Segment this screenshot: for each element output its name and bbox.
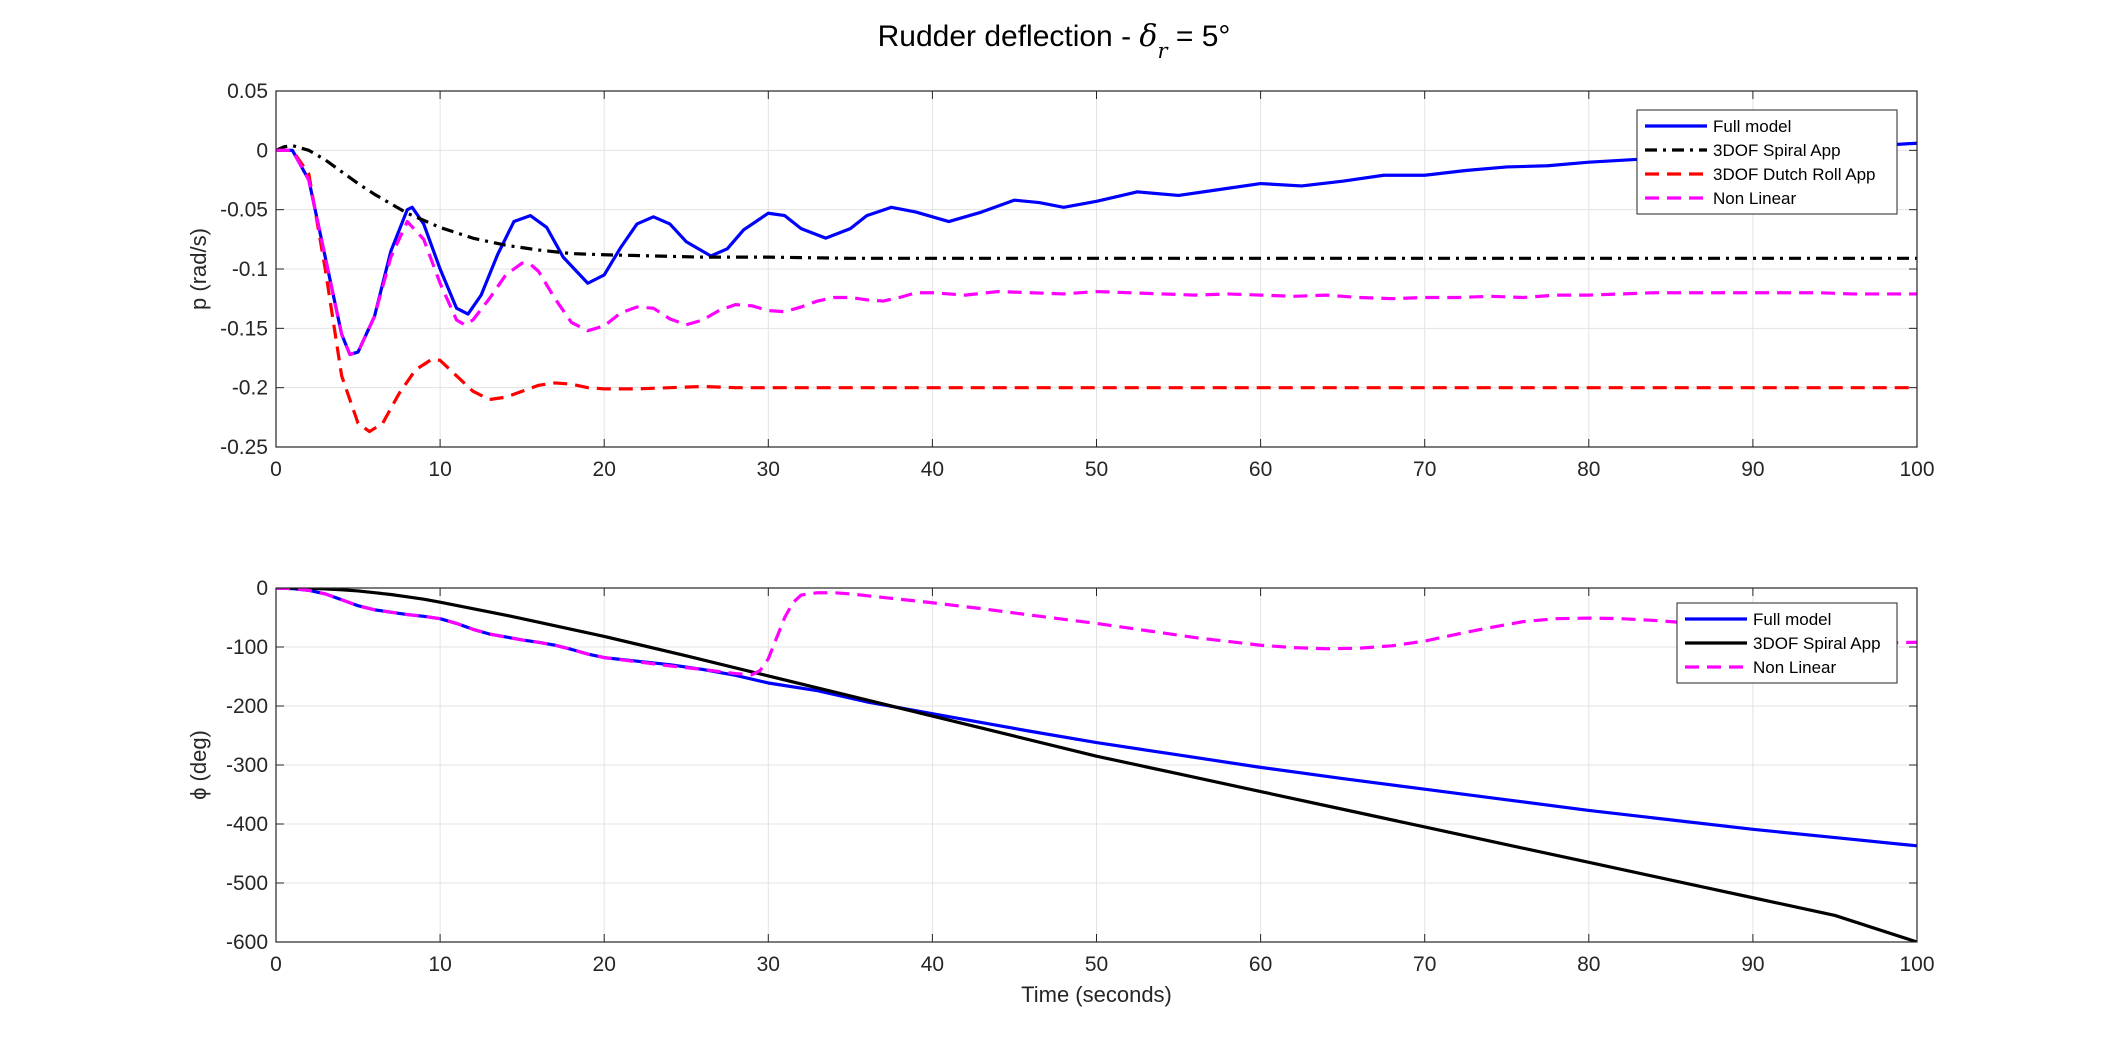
figure-title: Rudder deflection - δr = 5° — [878, 19, 1231, 63]
subplot-1-axes-box — [275, 90, 1918, 448]
subplot-1-series-group — [276, 141, 1917, 434]
subplot-1-x-tick-label: 50 — [1085, 458, 1108, 481]
subplot-2-y-tick-label: -300 — [226, 754, 268, 777]
subplot-1-y-tick-label: -0.25 — [220, 436, 268, 459]
subplot-1-x-tick-label: 20 — [593, 458, 616, 481]
subplot-1-legend: Full model 3DOF Spiral App 3DOF Dutch Roll… — [1636, 109, 1898, 215]
subplot-2-x-tick-label: 90 — [1741, 953, 1764, 976]
subplot-2-y-tick-label: -500 — [226, 872, 268, 895]
subplot-2-series-3dof-spiral-app — [276, 588, 1917, 942]
subplot-2-y-tick-label: -600 — [226, 931, 268, 954]
roll-rate-subplot: 0 10 20 30 40 50 60 70 80 90 100 0.05 0 -0.05 -0.1 -0.1… — [186, 80, 1935, 481]
subplot-2-y-tick-label: -100 — [226, 636, 268, 659]
subplot-1-y-tick-label: 0.05 — [227, 80, 268, 103]
subplot-1-y-tick-label: -0.05 — [220, 199, 268, 222]
subplot-2-legend-label-full-model: Full model — [1753, 610, 1831, 629]
subplot-2-y-axis-label: ϕ (deg) — [186, 730, 211, 800]
subplot-2-y-tick-label: -400 — [226, 813, 268, 836]
subplot-2-y-tick-label: -200 — [226, 695, 268, 718]
subplot-2-x-tick-label: 100 — [1899, 953, 1934, 976]
subplot-2-series-non-linear — [276, 588, 1917, 677]
subplot-1-x-tick-label: 40 — [921, 458, 944, 481]
subplot-1-x-tick-label: 60 — [1249, 458, 1272, 481]
subplot-2-axes-box — [275, 587, 1918, 943]
subplot-2-x-tick-label: 50 — [1085, 953, 1108, 976]
subplot-2-x-tick-label: 70 — [1413, 953, 1436, 976]
subplot-2-x-tick-label: 80 — [1577, 953, 1600, 976]
subplot-1-series-3dof-dutch-roll-app — [276, 148, 1917, 434]
subplot-2-x-axis-label: Time (seconds) — [1021, 982, 1172, 1007]
subplot-2-x-tick-label: 20 — [593, 953, 616, 976]
subplot-1-x-tick-label: 80 — [1577, 458, 1600, 481]
subplot-1-y-tick-label: -0.1 — [232, 258, 268, 281]
subplot-1-legend-label-full-model: Full model — [1713, 117, 1791, 136]
subplot-1-y-tick-label: -0.15 — [220, 317, 268, 340]
subplot-1-y-tick-label: -0.2 — [232, 377, 268, 400]
subplot-1-legend-label-3dof-dutch-roll-app: 3DOF Dutch Roll App — [1713, 165, 1876, 184]
subplot-1-y-axis-label: p (rad/s) — [186, 228, 211, 310]
subplot-2-x-tick-label: 0 — [270, 953, 282, 976]
subplot-1-y-tick-label: 0 — [256, 139, 268, 162]
subplot-1-legend-label-non-linear: Non Linear — [1713, 189, 1797, 208]
subplot-1-x-tick-label: 100 — [1899, 458, 1934, 481]
subplot-2-legend-label-non-linear: Non Linear — [1753, 658, 1837, 677]
subplot-1-series-3dof-spiral-app — [276, 143, 1917, 260]
subplot-2-x-tick-label: 40 — [921, 953, 944, 976]
subplot-2-x-tick-label: 10 — [428, 953, 451, 976]
subplot-1-x-tick-label: 0 — [270, 458, 282, 481]
subplot-1-x-tick-label: 30 — [757, 458, 780, 481]
subplot-1-x-tick-label: 70 — [1413, 458, 1436, 481]
subplot-2-x-tick-label: 30 — [757, 953, 780, 976]
subplot-1-x-tick-label: 90 — [1741, 458, 1764, 481]
subplot-1-x-tick-label: 10 — [428, 458, 451, 481]
subplot-2-x-tick-label: 60 — [1249, 953, 1272, 976]
subplot-2-legend: Full model 3DOF Spiral App Non Linear — [1676, 602, 1898, 684]
subplot-2-legend-label-3dof-spiral-app: 3DOF Spiral App — [1753, 634, 1881, 653]
subplot-2-series-group — [276, 588, 1917, 942]
subplot-1-series-non-linear — [276, 148, 1917, 357]
subplot-2-y-tick-label: 0 — [256, 577, 268, 600]
roll-angle-subplot: 0 10 20 30 40 50 60 70 80 90 100 0 -100 -200 -300 -400 -… — [186, 577, 1935, 1007]
subplot-1-legend-label-3dof-spiral-app: 3DOF Spiral App — [1713, 141, 1841, 160]
